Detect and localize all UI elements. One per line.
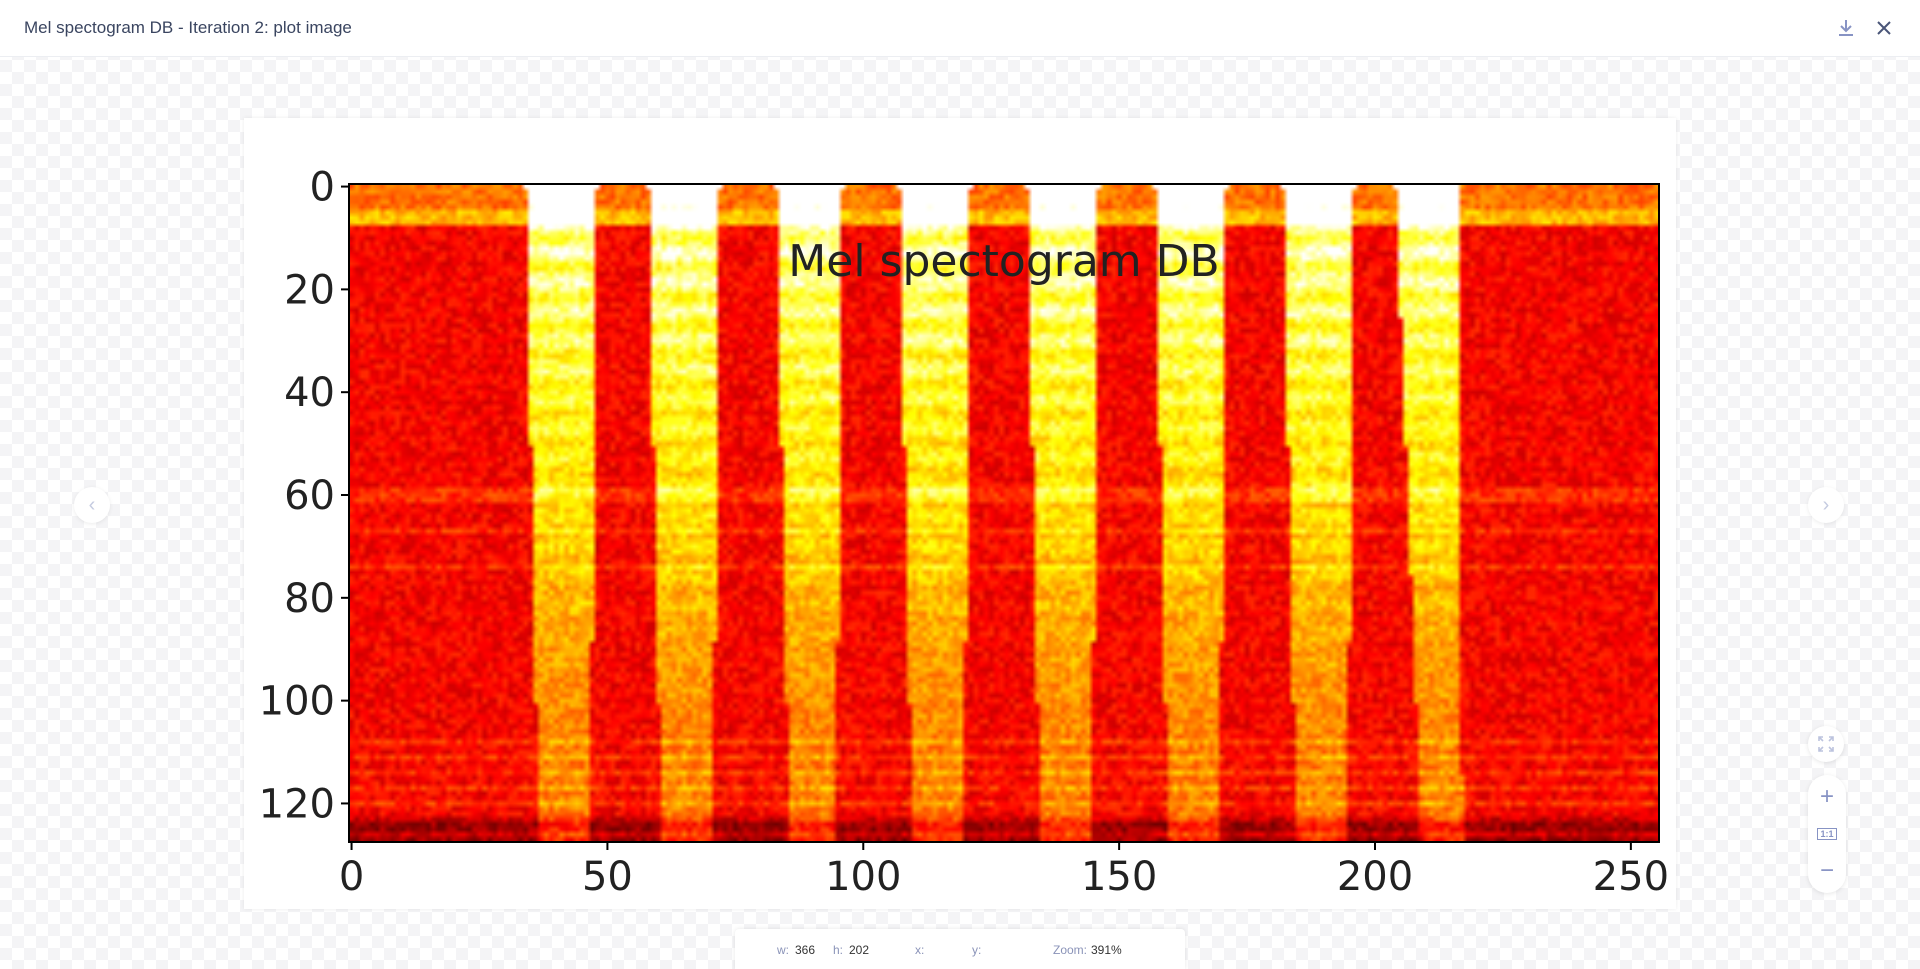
height-value: 202 (849, 943, 870, 957)
x-tick-label: 50 (582, 854, 633, 900)
x-tick-label: 200 (1337, 854, 1413, 900)
y-tick-label: 20 (284, 267, 335, 313)
close-icon (1877, 21, 1891, 35)
x-tick-label: 100 (825, 854, 901, 900)
zoom-controls: + 1:1 − (1808, 775, 1846, 893)
fit-to-screen-button[interactable] (1808, 726, 1844, 762)
previous-image-button[interactable]: ‹ (74, 487, 110, 523)
zoom-out-button[interactable]: − (1819, 856, 1834, 884)
zoom-label: Zoom: (1053, 943, 1088, 957)
plot-image: Mel spectogram DB 0 50 100 150 200 250 0 20 40 60… (244, 118, 1676, 909)
y-tick-label: 80 (284, 576, 335, 622)
width-label: w: (777, 943, 789, 957)
chevron-right-icon: › (1822, 493, 1830, 516)
y-tick-label: 0 (310, 165, 335, 211)
expand-icon (1818, 736, 1834, 752)
close-button[interactable] (1872, 16, 1896, 40)
actual-size-button[interactable]: 1:1 (1817, 827, 1837, 840)
plot-frame (348, 183, 1660, 843)
x-label: x: (915, 943, 925, 957)
width-value: 366 (795, 943, 816, 957)
dialog-title: Mel spectogram DB - Iteration 2: plot im… (24, 18, 352, 37)
height-label: h: (833, 943, 844, 957)
image-info-bar: w: 366 h: 202 x: y: Zoom: 391% (735, 929, 1185, 969)
chart-title: Mel spectogram DB (788, 236, 1219, 287)
x-tick-label: 150 (1081, 854, 1157, 900)
header: Mel spectogram DB - Iteration 2: plot im… (0, 0, 1920, 57)
chart-axes: Mel spectogram DB 0 50 100 150 200 250 0 20 40 60… (259, 165, 1669, 900)
y-tick-label: 100 (259, 679, 335, 725)
zoom-in-button[interactable]: + (1819, 783, 1834, 811)
zoom-value: 391% (1091, 943, 1122, 957)
download-icon (1839, 20, 1853, 36)
x-tick-label: 250 (1593, 854, 1669, 900)
y-tick-label: 60 (284, 473, 335, 519)
y-tick-label: 120 (259, 781, 335, 827)
chevron-left-icon: ‹ (88, 493, 96, 516)
y-label: y: (972, 943, 982, 957)
download-button[interactable] (1834, 16, 1858, 40)
y-tick-label: 40 (284, 370, 335, 416)
spectrogram-heatmap (349, 184, 1659, 842)
x-tick-label: 0 (339, 854, 364, 900)
next-image-button[interactable]: › (1808, 487, 1844, 523)
